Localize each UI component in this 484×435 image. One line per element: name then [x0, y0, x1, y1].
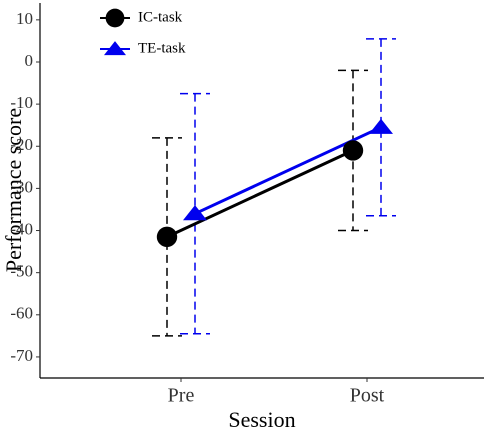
legend-label: IC-task: [138, 9, 183, 25]
legend-label: TE-task: [138, 40, 186, 56]
y-tick-label: -70: [10, 346, 33, 365]
y-tick-label: -50: [10, 262, 33, 281]
point: [342, 140, 364, 161]
y-tick-label: -30: [10, 177, 33, 196]
point: [369, 118, 393, 134]
y-tick-label: -60: [10, 304, 33, 323]
y-tick-label: 0: [25, 51, 34, 70]
legend-marker: [105, 8, 125, 28]
point: [183, 205, 207, 221]
y-tick-label: -40: [10, 219, 33, 238]
y-axis-title: Performance score: [1, 108, 26, 272]
x-tick-label: Pre: [168, 385, 195, 407]
series-line: [166, 149, 354, 239]
y-tick-label: 10: [16, 9, 33, 28]
point: [156, 226, 178, 248]
x-tick-label: Post: [350, 385, 385, 407]
y-tick-label: -10: [10, 93, 33, 112]
x-axis-title: Session: [228, 407, 295, 432]
legend-marker: [104, 41, 126, 56]
y-tick-label: -20: [10, 135, 33, 154]
